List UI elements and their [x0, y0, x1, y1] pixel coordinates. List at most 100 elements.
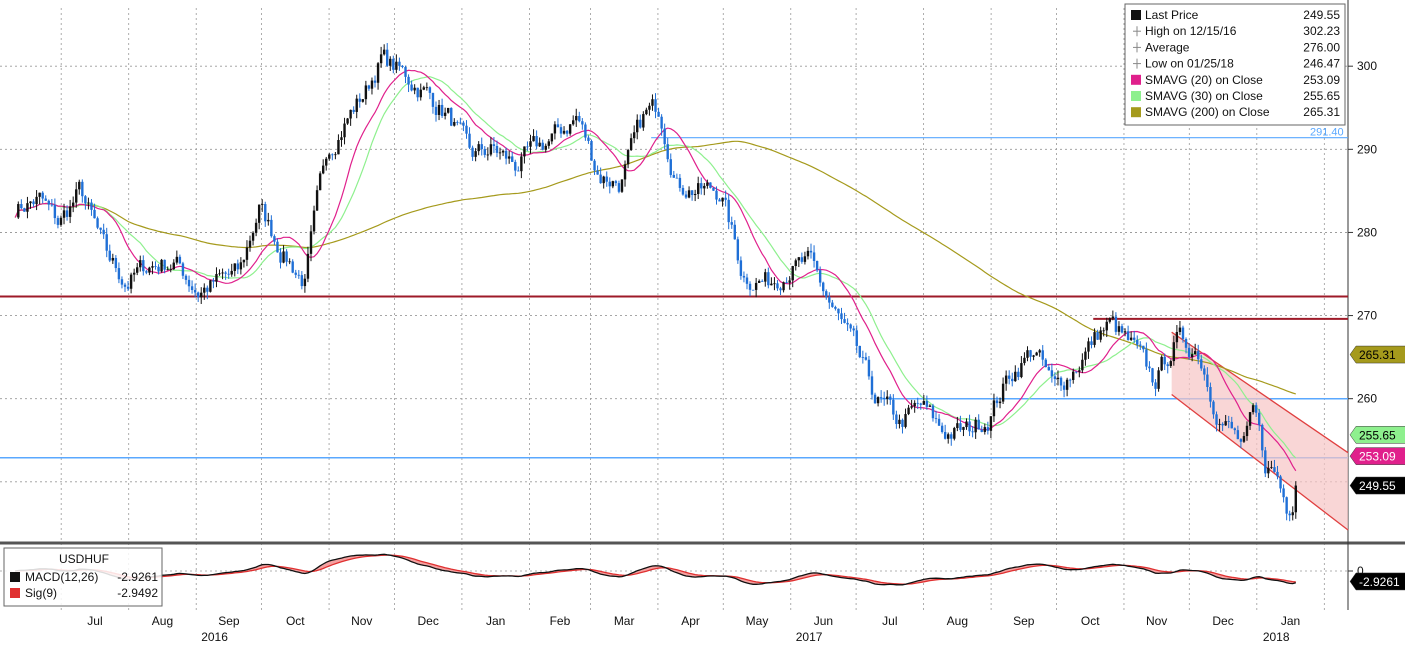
price-candle: [1053, 376, 1057, 380]
price-candle: [312, 210, 316, 232]
price-candle: [251, 232, 255, 241]
price-candle: [882, 397, 886, 399]
price-candle: [806, 250, 810, 257]
price-candle: [907, 407, 910, 415]
price-candle: [815, 260, 819, 271]
price-candle: [1169, 361, 1172, 367]
price-candle: [617, 183, 621, 192]
price-candle: [681, 187, 685, 195]
price-candle: [1245, 425, 1249, 437]
price-candle: [203, 287, 206, 293]
price-candle: [282, 251, 285, 263]
price-candle: [587, 137, 590, 141]
price-candle: [233, 263, 236, 271]
price-candle: [858, 345, 861, 358]
price-candle: [834, 306, 837, 309]
price-candle: [1254, 405, 1258, 413]
price-candle: [1123, 331, 1127, 333]
price-candle: [1166, 364, 1169, 367]
price-candle: [1120, 326, 1124, 333]
sma30-value-tag-label: 255.65: [1359, 428, 1396, 442]
price-candle: [568, 124, 572, 134]
price-candle: [904, 414, 907, 427]
price-candle: [831, 302, 834, 307]
channel-upper-edge: [1171, 331, 1349, 454]
price-candle: [1157, 370, 1160, 389]
price-candle: [870, 376, 874, 395]
price-candle: [218, 273, 221, 275]
month-label: Jul: [87, 614, 102, 628]
instrument-label: USDHUF: [59, 552, 109, 566]
price-candle: [193, 289, 197, 293]
price-candle: [297, 274, 300, 276]
price-candle: [1178, 327, 1182, 332]
price-candle: [636, 119, 639, 133]
price-candle: [1197, 351, 1200, 360]
price-candle: [1172, 342, 1176, 362]
price-candle: [32, 201, 35, 205]
price-candle: [629, 138, 633, 151]
legend-label: SMAVG (20) on Close: [1145, 73, 1263, 87]
macd-plot: [15, 553, 1296, 586]
price-candle: [532, 136, 535, 142]
price-candle: [1099, 330, 1102, 340]
month-label: Jun: [814, 614, 833, 628]
price-candle: [852, 328, 855, 331]
price-candle: [190, 286, 194, 290]
price-candle: [349, 109, 352, 119]
price-candle: [943, 431, 947, 439]
price-candle: [724, 197, 727, 200]
price-candle: [541, 142, 544, 150]
month-label: Nov: [351, 614, 372, 628]
price-candle: [690, 190, 694, 196]
price-candle: [916, 402, 919, 404]
price-candle: [111, 257, 115, 261]
price-candle: [937, 418, 941, 426]
price-candle: [925, 401, 929, 407]
price-candle: [1084, 351, 1087, 360]
month-label: Jan: [486, 614, 505, 628]
price-candle: [794, 260, 797, 267]
price-candle: [136, 267, 139, 273]
price-candle: [581, 121, 584, 125]
price-candle: [62, 210, 66, 218]
price-candle: [517, 170, 520, 172]
price-candle: [837, 308, 840, 314]
price-candle: [843, 319, 846, 323]
price-candle: [355, 98, 358, 112]
price-candle: [407, 76, 410, 85]
axes: 260 270 280 290 300 0 265.31 255.65 253.09 249.55…: [87, 59, 1405, 644]
price-candle: [1203, 368, 1206, 375]
price-candle: [1187, 347, 1191, 357]
price-candle: [419, 89, 422, 98]
month-label: Jul: [882, 614, 897, 628]
price-candle: [35, 196, 38, 205]
price-candle: [660, 116, 663, 129]
price-candle: [956, 423, 959, 429]
price-candle: [196, 292, 200, 298]
price-candle: [547, 141, 551, 146]
price-candle: [68, 206, 72, 217]
year-label: 2018: [1263, 630, 1290, 644]
price-candle: [264, 204, 267, 222]
price-candle: [318, 173, 322, 191]
price-candle: [1279, 476, 1282, 489]
price-candle: [108, 250, 111, 261]
price-candle: [523, 146, 526, 157]
price-candle: [553, 124, 557, 134]
macd-legend-label: Sig(9): [25, 586, 57, 600]
price-candle: [102, 229, 105, 235]
price-candle: [977, 419, 980, 430]
price-candle: [675, 177, 679, 179]
price-candle: [352, 109, 355, 112]
price-candle: [1151, 368, 1154, 383]
price-candle: [575, 115, 578, 121]
price-candle: [1001, 383, 1005, 402]
price-candle: [584, 124, 587, 138]
price-candle: [901, 419, 904, 427]
legend-label: Last Price: [1145, 8, 1199, 22]
price-candle: [187, 279, 191, 287]
price-candle: [733, 224, 736, 240]
price-candle: [224, 272, 227, 274]
price-candle: [38, 192, 41, 197]
